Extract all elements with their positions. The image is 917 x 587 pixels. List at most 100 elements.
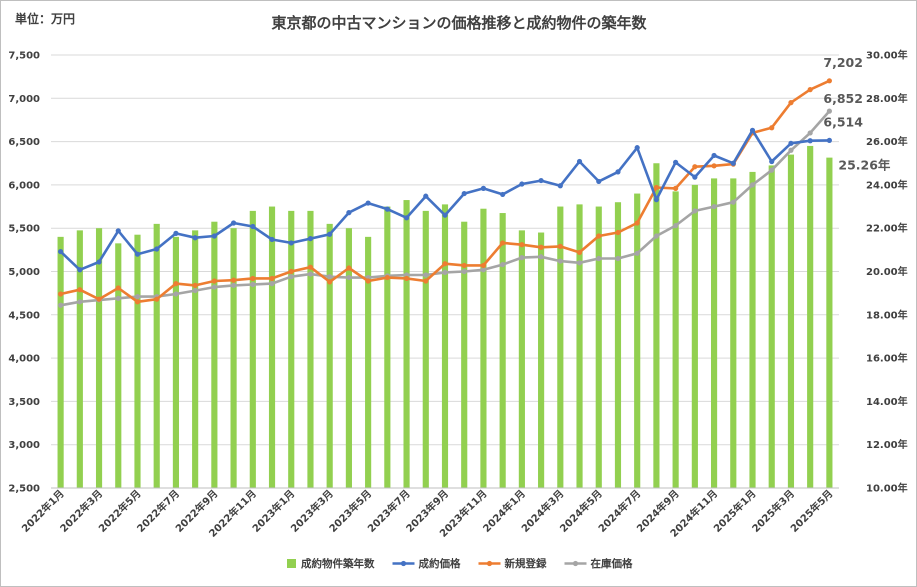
x-axis: 2022年1月2022年3月2022年5月2022年7月2022年9月2022年…	[19, 487, 839, 540]
y-left-tick-label: 6,000	[8, 180, 40, 191]
point-在庫価格	[788, 147, 794, 153]
y-left-tick-label: 2,500	[8, 484, 40, 495]
point-新規登録	[384, 274, 390, 281]
point-成約価格	[826, 137, 832, 143]
bar-building-age	[345, 228, 352, 488]
point-成約価格	[192, 235, 198, 241]
point-成約価格	[77, 267, 83, 273]
legend-label[interactable]: 成約価格	[419, 557, 461, 570]
bar-building-age	[384, 206, 391, 489]
point-成約価格	[96, 259, 102, 265]
point-在庫価格	[519, 255, 525, 261]
point-成約価格	[519, 181, 525, 187]
point-新規登録	[115, 285, 121, 291]
point-在庫価格	[711, 203, 717, 210]
point-成約価格	[673, 159, 679, 165]
point-成約価格	[788, 140, 794, 146]
y-left-tick-label: 6,500	[8, 137, 40, 148]
point-在庫価格	[307, 271, 314, 277]
bar-building-age	[422, 210, 429, 488]
bar-building-age	[499, 213, 506, 489]
data-label-在庫価格: 6,852	[823, 91, 863, 106]
y-right-tick-label: 10.00年	[866, 482, 908, 495]
point-成約価格	[115, 228, 121, 234]
bar-building-age	[230, 228, 237, 488]
bar-building-age	[307, 210, 314, 488]
point-在庫価格	[115, 295, 121, 301]
point-新規登録	[557, 243, 563, 249]
point-在庫価格	[615, 255, 621, 262]
point-成約価格	[557, 183, 563, 189]
point-在庫価格	[596, 255, 602, 262]
point-在庫価格	[269, 281, 275, 287]
point-成約価格	[480, 185, 487, 191]
bar-building-age	[807, 145, 814, 488]
point-新規登録	[480, 262, 487, 269]
point-在庫価格	[749, 182, 756, 188]
point-新規登録	[96, 296, 102, 302]
point-成約価格	[711, 152, 717, 159]
point-新規登録	[615, 229, 621, 236]
point-成約価格	[500, 191, 506, 198]
point-在庫価格	[461, 268, 467, 275]
point-在庫価格	[250, 281, 256, 288]
point-新規登録	[692, 164, 698, 170]
point-成約価格	[730, 160, 736, 166]
point-成約価格	[154, 246, 160, 252]
y-left-tick-label: 4,500	[8, 310, 40, 321]
point-成約価格	[576, 158, 583, 165]
legend-marker	[572, 560, 579, 567]
data-label-成約物件築年数: 25.26年	[838, 158, 891, 173]
legend-label[interactable]: 新規登録	[505, 557, 547, 570]
point-新規登録	[192, 282, 198, 288]
y-right-tick-label: 18.00年	[866, 308, 908, 321]
point-在庫価格	[211, 284, 217, 290]
point-成約価格	[403, 215, 410, 221]
legend-label[interactable]: 成約物件築年数	[301, 557, 375, 570]
bar-building-age	[634, 193, 641, 488]
bar-building-age	[538, 232, 545, 488]
point-新規登録	[461, 262, 467, 269]
legend-marker	[486, 560, 493, 567]
point-新規登録	[134, 299, 141, 305]
point-新規登録	[711, 163, 717, 169]
point-在庫価格	[500, 261, 506, 268]
point-成約価格	[211, 233, 217, 239]
point-新規登録	[365, 278, 371, 284]
point-成約価格	[442, 212, 448, 218]
point-成約価格	[250, 223, 256, 230]
y-left-tick-label: 3,000	[8, 440, 40, 451]
point-在庫価格	[480, 267, 487, 273]
bar-building-age	[115, 243, 122, 488]
point-新規登録	[250, 275, 256, 282]
point-成約価格	[807, 138, 813, 144]
bar-building-age	[76, 230, 83, 489]
y-left-tick-label: 7,000	[8, 94, 40, 105]
bar-series	[57, 145, 833, 489]
data-labels: 7,202 6,852 6,514 25.26年	[823, 55, 891, 173]
point-在庫価格	[134, 294, 141, 300]
y-left-tick-label: 5,000	[8, 267, 40, 278]
point-在庫価格	[769, 167, 775, 173]
point-新規登録	[653, 184, 660, 191]
point-新規登録	[288, 268, 294, 275]
point-成約価格	[134, 251, 141, 257]
legend-label[interactable]: 在庫価格	[591, 557, 633, 570]
point-成約価格	[173, 230, 179, 236]
point-新規登録	[58, 291, 64, 297]
point-成約価格	[346, 210, 352, 216]
bar-building-age	[653, 163, 660, 488]
point-新規登録	[77, 287, 83, 293]
bar-building-age	[557, 206, 564, 489]
point-在庫価格	[538, 254, 544, 260]
point-在庫価格	[327, 274, 333, 280]
point-在庫価格	[673, 223, 679, 229]
point-成約価格	[769, 158, 775, 165]
point-成約価格	[230, 220, 237, 226]
y-left-tick-label: 3,500	[8, 397, 40, 408]
y-right-tick-label: 30.00年	[866, 49, 908, 62]
point-新規登録	[307, 264, 314, 270]
point-新規登録	[327, 279, 333, 285]
point-在庫価格	[288, 274, 294, 280]
bar-building-age	[518, 230, 525, 489]
